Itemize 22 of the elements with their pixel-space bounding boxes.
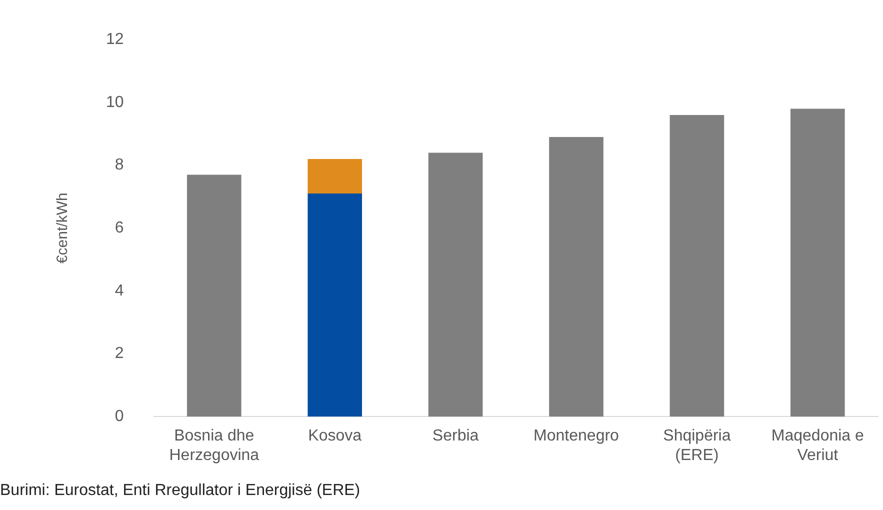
bar (186, 174, 242, 417)
y-tick-label: 4 (114, 282, 124, 300)
y-tick-label: 2 (114, 345, 124, 362)
x-tick-label: Shqipëria (ERE) (663, 428, 731, 464)
y-tick-label: 10 (106, 94, 124, 111)
y-tick-label: 0 (114, 408, 124, 426)
x-tick-label: Serbia (432, 428, 479, 445)
bar (428, 152, 483, 417)
x-tick-label: Montenegro (534, 428, 620, 445)
bar (549, 136, 604, 417)
x-tick-label: Maqedonia e Veriut (771, 428, 864, 464)
y-tick-label: 12 (106, 31, 124, 48)
y-tick-label: 8 (114, 156, 124, 174)
y-axis-title: €cent/kWh (54, 192, 72, 264)
bar (670, 115, 724, 417)
bar (308, 158, 362, 194)
text: Burimi: Eurostat, Enti Rregullator i Energjisë (ERE) (0, 482, 360, 500)
x-tick-label: Kosova (308, 428, 362, 445)
y-tick-label: 6 (114, 220, 124, 237)
bar (790, 108, 845, 417)
bar (308, 194, 362, 417)
x-tick-label: Bosnia dhe Herzegovina (169, 428, 260, 464)
